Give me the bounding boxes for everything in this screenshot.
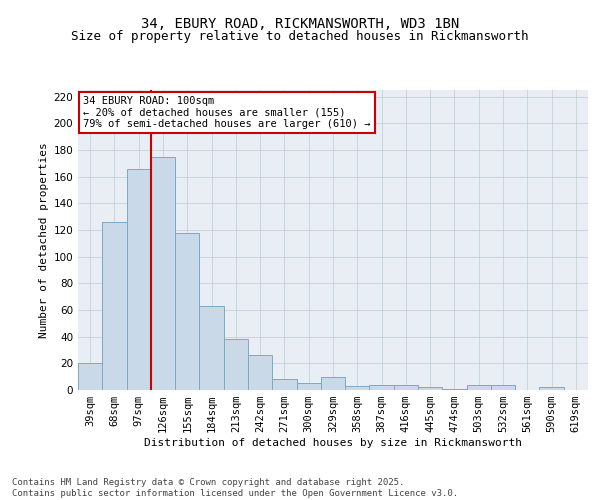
Bar — [491, 384, 515, 390]
Text: Contains HM Land Registry data © Crown copyright and database right 2025.
Contai: Contains HM Land Registry data © Crown c… — [12, 478, 458, 498]
Bar — [418, 388, 442, 390]
Bar — [345, 386, 370, 390]
Bar — [175, 232, 199, 390]
Bar — [127, 168, 151, 390]
Bar — [442, 388, 467, 390]
Bar — [272, 380, 296, 390]
Bar — [78, 364, 102, 390]
Bar — [199, 306, 224, 390]
Bar — [467, 384, 491, 390]
Bar — [102, 222, 127, 390]
X-axis label: Distribution of detached houses by size in Rickmansworth: Distribution of detached houses by size … — [144, 438, 522, 448]
Text: 34 EBURY ROAD: 100sqm
← 20% of detached houses are smaller (155)
79% of semi-det: 34 EBURY ROAD: 100sqm ← 20% of detached … — [83, 96, 371, 129]
Bar — [370, 384, 394, 390]
Text: 34, EBURY ROAD, RICKMANSWORTH, WD3 1BN: 34, EBURY ROAD, RICKMANSWORTH, WD3 1BN — [141, 18, 459, 32]
Bar — [394, 384, 418, 390]
Text: Size of property relative to detached houses in Rickmansworth: Size of property relative to detached ho… — [71, 30, 529, 43]
Bar — [224, 340, 248, 390]
Bar — [151, 156, 175, 390]
Bar — [248, 356, 272, 390]
Bar — [296, 384, 321, 390]
Bar — [321, 376, 345, 390]
Bar — [539, 388, 564, 390]
Y-axis label: Number of detached properties: Number of detached properties — [39, 142, 49, 338]
